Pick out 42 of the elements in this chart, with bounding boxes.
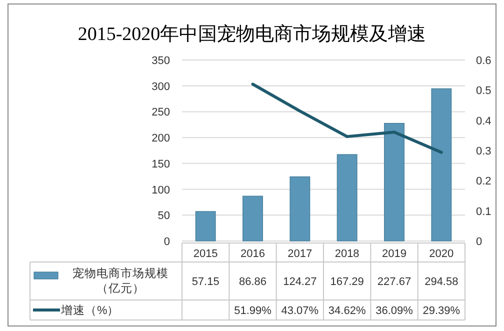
data-label: 34.62% (328, 305, 366, 317)
y-tick-label: 300 (152, 80, 170, 93)
x-tick-label: 2019 (382, 248, 406, 260)
y-tick-label: 250 (152, 106, 170, 119)
data-label: 86.86 (238, 276, 267, 288)
legend-label: 增速（%） (61, 304, 120, 318)
y2-tick-label: 0.4 (476, 115, 492, 128)
x-tick-label: 2018 (334, 248, 360, 260)
bar (242, 196, 263, 242)
legend-label: 宠物电商市场规模（亿元） (72, 266, 170, 297)
chart-title: 2015-2020年中国宠物电商市场规模及增速 (78, 23, 426, 45)
y2-tick-label: 0.2 (476, 176, 492, 188)
data-label: 51.99% (234, 305, 272, 317)
data-label: 43.07% (281, 305, 319, 317)
bar (384, 122, 404, 242)
bar (336, 154, 358, 242)
x-tick-label: 2016 (240, 248, 265, 260)
y-tick-label: 200 (152, 132, 170, 145)
x-tick-label: 2020 (429, 248, 454, 260)
y-tick-label: 350 (152, 55, 170, 67)
data-label: 167.29 (330, 276, 364, 288)
data-label: 29.39% (422, 305, 460, 317)
y2-tick-label: 0.5 (476, 85, 492, 98)
y2-tick-label: 0.1 (476, 206, 492, 218)
y-tick-label: 150 (152, 158, 170, 170)
bar (431, 88, 452, 242)
data-label: 36.09% (376, 305, 414, 317)
data-label: 227.67 (377, 276, 412, 288)
bar (195, 211, 216, 242)
y-tick-label: 50 (158, 210, 170, 222)
y2-tick-label: 0.3 (476, 146, 492, 158)
data-label: 57.15 (192, 276, 220, 288)
data-label: 124.27 (283, 276, 317, 288)
data-label: 294.58 (424, 276, 458, 288)
y-tick-label: 100 (152, 184, 170, 196)
line-series (251, 82, 443, 154)
x-tick-label: 2017 (288, 248, 312, 260)
y-tick-label: 0 (164, 236, 170, 248)
y2-tick-label: 0.6 (476, 55, 492, 67)
x-tick-label: 2015 (193, 248, 218, 260)
bar (290, 176, 310, 242)
y2-tick-label: 0 (476, 236, 482, 248)
